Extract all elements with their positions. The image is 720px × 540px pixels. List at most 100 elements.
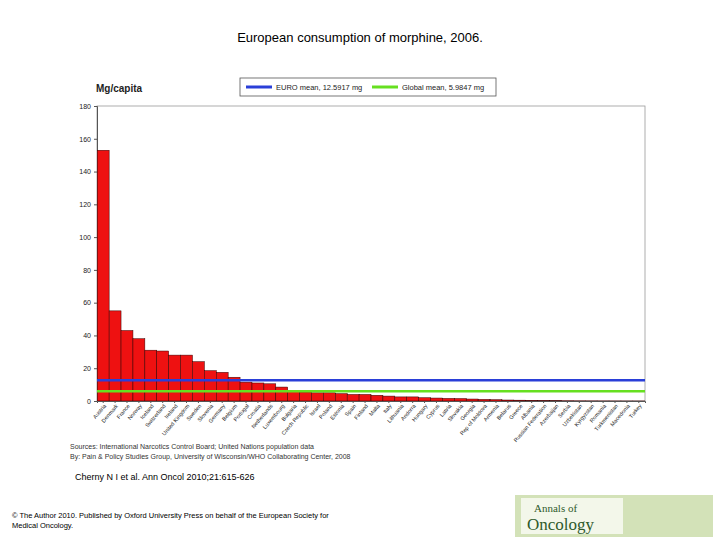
- bar: [300, 392, 312, 401]
- reference-line: [97, 379, 645, 382]
- x-tick-label: Portugal: [232, 403, 250, 423]
- x-tick-label: Turkey: [628, 403, 643, 420]
- logo-inner: [521, 498, 623, 534]
- x-tick-mark: [531, 401, 532, 403]
- copyright: Medical Oncology.: [12, 521, 73, 530]
- x-tick-mark: [162, 401, 163, 403]
- y-axis-title: Mg/capita: [96, 83, 143, 94]
- y-tick: 160: [79, 136, 97, 143]
- x-tick-mark: [341, 401, 342, 403]
- x-tick-mark: [638, 401, 639, 403]
- x-tick-mark: [115, 401, 116, 403]
- bar: [514, 400, 526, 401]
- bar: [526, 400, 538, 401]
- bar: [169, 355, 181, 401]
- bar: [633, 400, 645, 401]
- x-tick-mark: [555, 401, 556, 403]
- x-tick-mark: [186, 401, 187, 403]
- y-tick: 140: [79, 168, 97, 175]
- bar: [157, 351, 169, 401]
- x-axis-line: [98, 402, 646, 404]
- y-tick-mark: [94, 139, 97, 140]
- x-tick-mark: [603, 401, 604, 403]
- x-tick: Denmark: [100, 401, 119, 424]
- copyright: © The Author 2010. Published by Oxford U…: [12, 511, 329, 520]
- plot-frame: [97, 106, 645, 401]
- x-tick-mark: [460, 401, 461, 403]
- bar: [585, 400, 597, 401]
- x-tick: Portugal: [232, 401, 250, 422]
- x-tick-label: Hungary: [411, 403, 429, 423]
- x-tick-mark: [400, 401, 401, 403]
- x-tick-label: Malta: [368, 402, 382, 417]
- x-tick: Estonia: [329, 401, 346, 421]
- reference-line: [97, 390, 645, 393]
- x-tick-mark: [424, 401, 425, 403]
- x-tick-mark: [234, 401, 235, 403]
- y-tick: 180: [79, 103, 97, 110]
- x-tick-mark: [103, 401, 104, 403]
- legend-swatch: [372, 86, 398, 89]
- source-note: Sources: International Narcotics Control…: [70, 443, 314, 451]
- y-tick-label: 100: [79, 234, 91, 241]
- x-tick: Malta: [368, 401, 382, 417]
- x-tick-mark: [257, 401, 258, 403]
- x-tick-mark: [329, 401, 330, 403]
- y-tick: 20: [83, 365, 97, 372]
- x-tick: Czech Republic: [280, 401, 310, 436]
- legend-label: Global mean, 5.9847 mg: [402, 83, 484, 92]
- y-axis: 020406080100120140160180: [79, 103, 97, 405]
- y-tick: 40: [83, 332, 97, 339]
- bar: [407, 397, 419, 401]
- bar: [109, 311, 121, 401]
- x-tick-mark: [198, 401, 199, 403]
- legend-swatch: [246, 86, 272, 89]
- x-tick-mark: [150, 401, 151, 403]
- x-tick-mark: [579, 401, 580, 403]
- x-tick-label: Estonia: [329, 402, 346, 421]
- x-tick-mark: [126, 401, 127, 403]
- bar: [97, 150, 109, 401]
- x-tick-mark: [484, 401, 485, 403]
- legend: EURO mean, 12.5917 mgGlobal mean, 5.9847…: [240, 78, 496, 96]
- bar: [323, 393, 335, 401]
- x-tick-mark: [269, 401, 270, 403]
- x-tick: Hungary: [411, 401, 429, 423]
- bar: [561, 400, 573, 401]
- y-tick-mark: [94, 270, 97, 271]
- bar: [597, 400, 609, 401]
- bar: [204, 371, 216, 401]
- x-tick-mark: [365, 401, 366, 403]
- x-tick-mark: [507, 401, 508, 403]
- logo-text: Annals of: [534, 502, 577, 514]
- bar: [276, 387, 288, 401]
- logo-text: Oncology: [527, 515, 595, 534]
- bar: [538, 400, 550, 401]
- x-tick-mark: [222, 401, 223, 403]
- y-tick: 0: [87, 398, 97, 405]
- y-axis-line: [94, 107, 98, 402]
- x-tick-mark: [591, 401, 592, 403]
- x-tick-mark: [615, 401, 616, 403]
- y-tick: 120: [79, 201, 97, 208]
- bar: [431, 398, 443, 401]
- x-tick-mark: [376, 401, 377, 403]
- x-tick-mark: [567, 401, 568, 403]
- x-tick: Azerbaijan: [538, 401, 559, 427]
- x-tick-mark: [210, 401, 211, 403]
- y-tick: 60: [83, 299, 97, 306]
- plot-data: [97, 150, 645, 401]
- y-tick-mark: [94, 335, 97, 336]
- x-tick-mark: [519, 401, 520, 403]
- y-tick-mark: [94, 172, 97, 173]
- bar: [609, 400, 621, 401]
- bar: [145, 350, 157, 401]
- x-tick-mark: [412, 401, 413, 403]
- bar: [181, 355, 193, 401]
- x-tick-mark: [495, 401, 496, 403]
- y-tick-mark: [94, 401, 97, 402]
- x-tick-mark: [138, 401, 139, 403]
- logo-background: [515, 495, 713, 537]
- bar: [550, 400, 562, 401]
- x-tick-mark: [353, 401, 354, 403]
